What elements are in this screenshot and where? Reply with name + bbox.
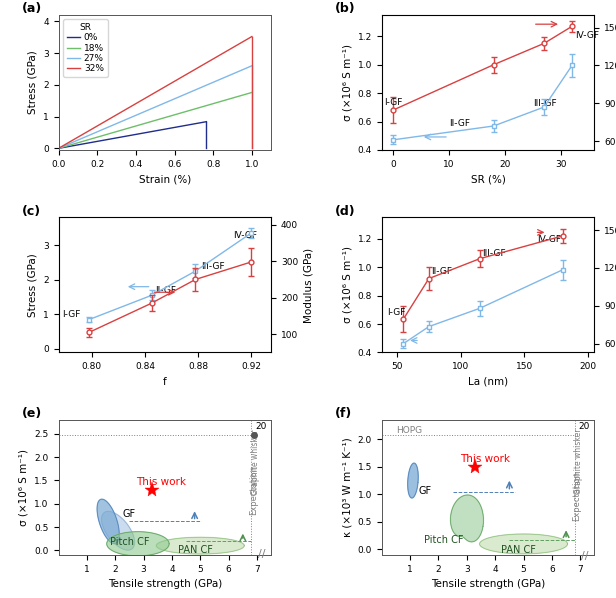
- Y-axis label: σ (×10⁶ S m⁻¹): σ (×10⁶ S m⁻¹): [342, 44, 352, 121]
- Polygon shape: [102, 511, 134, 550]
- Text: (f): (f): [335, 407, 352, 420]
- Text: GF: GF: [419, 486, 432, 496]
- Text: HOPG: HOPG: [396, 426, 422, 435]
- Polygon shape: [107, 532, 169, 556]
- Text: //: //: [257, 550, 265, 559]
- Text: II-GF: II-GF: [431, 267, 452, 276]
- X-axis label: Tensile strength (GPa): Tensile strength (GPa): [108, 579, 222, 589]
- Legend: 0%, 18%, 27%, 32%: 0%, 18%, 27%, 32%: [63, 20, 108, 77]
- Text: I-GF: I-GF: [62, 310, 81, 319]
- Polygon shape: [408, 463, 418, 498]
- Text: III-GF: III-GF: [533, 99, 556, 108]
- Text: III-GF: III-GF: [201, 262, 224, 271]
- Y-axis label: Modulus (GPa): Modulus (GPa): [304, 248, 314, 322]
- Text: Pitch CF: Pitch CF: [424, 535, 464, 545]
- Text: I-GF: I-GF: [384, 98, 403, 107]
- Y-axis label: Stress (GPa): Stress (GPa): [28, 253, 38, 317]
- Polygon shape: [97, 499, 120, 544]
- Text: (c): (c): [22, 205, 41, 218]
- Text: Expectation: Expectation: [249, 465, 258, 515]
- Text: This work: This work: [460, 454, 510, 464]
- Text: (d): (d): [335, 205, 355, 218]
- X-axis label: Strain (%): Strain (%): [139, 174, 191, 184]
- Text: 20: 20: [579, 422, 590, 431]
- Text: IV-GF: IV-GF: [233, 230, 257, 240]
- Y-axis label: σ (×10⁶ S m⁻¹): σ (×10⁶ S m⁻¹): [19, 449, 29, 526]
- Text: (e): (e): [22, 407, 43, 420]
- Polygon shape: [156, 537, 245, 554]
- Text: //: //: [581, 551, 588, 561]
- Polygon shape: [450, 495, 484, 542]
- X-axis label: Tensile strength (GPa): Tensile strength (GPa): [431, 579, 545, 589]
- Y-axis label: σ (×10⁶ S m⁻¹): σ (×10⁶ S m⁻¹): [342, 246, 352, 324]
- Text: Pitch CF: Pitch CF: [110, 536, 149, 547]
- Text: PAN CF: PAN CF: [177, 545, 213, 555]
- Text: III-GF: III-GF: [482, 249, 506, 258]
- Text: (b): (b): [335, 2, 355, 16]
- Text: I-GF: I-GF: [387, 308, 405, 317]
- Text: 20: 20: [256, 422, 267, 431]
- Y-axis label: Stress (GPa): Stress (GPa): [28, 51, 38, 114]
- Text: IV-GF: IV-GF: [537, 236, 561, 245]
- X-axis label: SR (%): SR (%): [471, 174, 506, 184]
- Text: II-GF: II-GF: [449, 119, 470, 128]
- X-axis label: f: f: [163, 377, 167, 387]
- Text: Expectation: Expectation: [572, 471, 582, 521]
- Text: (a): (a): [22, 2, 43, 16]
- Text: Graphite whisker: Graphite whisker: [574, 428, 583, 494]
- Text: PAN CF: PAN CF: [501, 545, 536, 555]
- Text: II-GF: II-GF: [156, 286, 177, 295]
- X-axis label: La (nm): La (nm): [468, 377, 508, 387]
- Text: IV-GF: IV-GF: [575, 30, 599, 39]
- Text: This work: This work: [137, 477, 187, 487]
- Polygon shape: [480, 534, 567, 554]
- Text: GF: GF: [123, 509, 136, 519]
- Text: Graphite whisker: Graphite whisker: [251, 429, 260, 495]
- Y-axis label: κ (×10³ W m⁻¹ K⁻¹): κ (×10³ W m⁻¹ K⁻¹): [342, 438, 352, 538]
